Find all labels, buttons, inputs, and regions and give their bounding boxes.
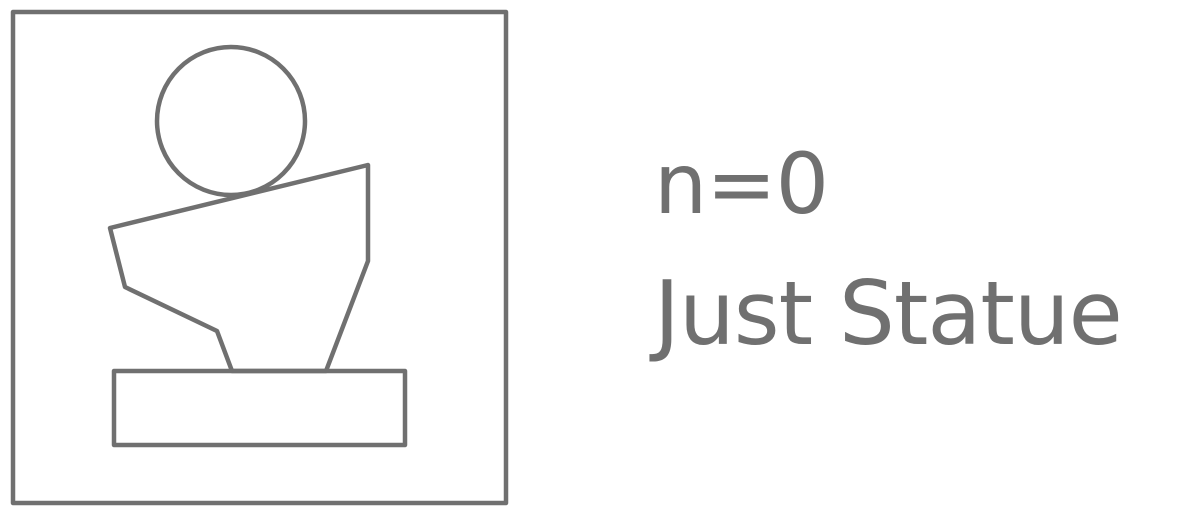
statue-illustration [10,9,509,506]
frame-border [10,9,509,506]
statue-torso [107,162,371,374]
statue-head [154,44,308,198]
caption-group: n=0 Just Statue [654,134,1174,358]
statue-pedestal [111,368,408,448]
count-label: n=0 [654,135,829,233]
title-label: Just Statue [654,262,1123,365]
